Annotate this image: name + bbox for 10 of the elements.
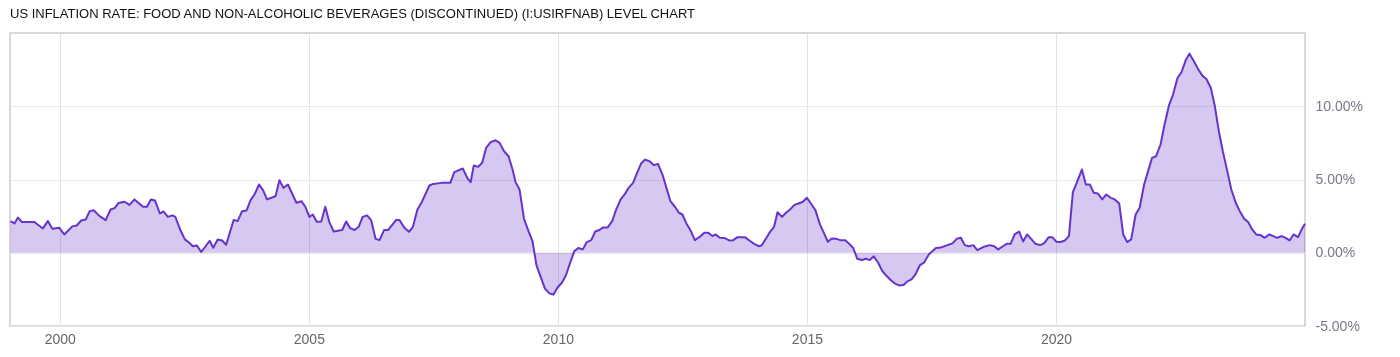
y-tick-label: 10.00% — [1315, 97, 1363, 114]
chart-title: US INFLATION RATE: FOOD AND NON-ALCOHOLIC BEVERAGES (DISCONTINUED) (I:USIRFNAB) LEVEL CHART — [10, 6, 696, 21]
x-tick-label: 2000 — [44, 330, 77, 347]
x-tick-label: 2015 — [791, 330, 824, 347]
y-tick-label: 5.00% — [1315, 171, 1356, 187]
x-tick-label: 2010 — [542, 330, 575, 347]
y-tick-label: 0.00% — [1315, 244, 1356, 261]
x-tick-label: 2005 — [293, 330, 326, 347]
y-tick-label: -5.00% — [1315, 317, 1360, 334]
x-tick-label: 2020 — [1040, 330, 1073, 347]
